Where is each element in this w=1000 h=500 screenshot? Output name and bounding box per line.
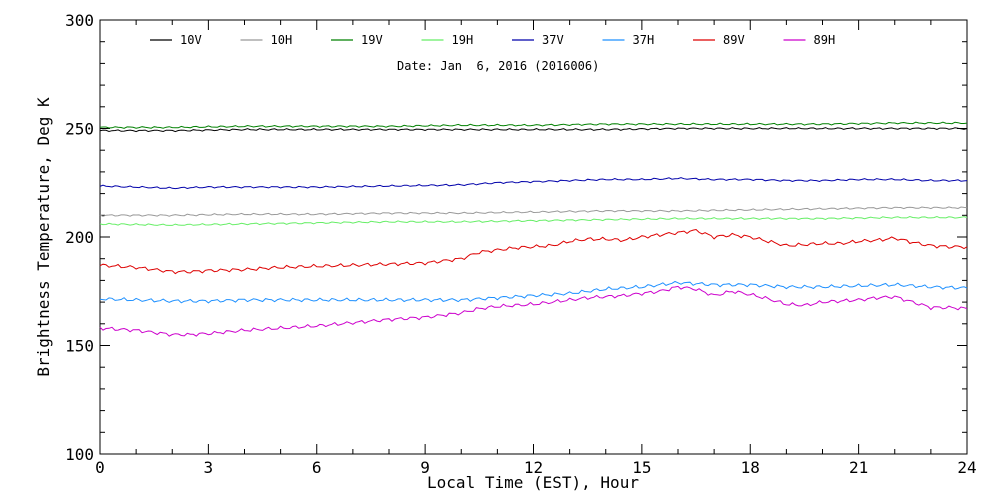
- y-tick-label: 100: [65, 445, 94, 464]
- series-line-89h: [99, 285, 968, 337]
- legend-label-10v: 10V: [180, 33, 202, 47]
- y-axis-label: Brightness Temperature, Deg K: [34, 97, 53, 377]
- series-line-89v: [99, 228, 968, 275]
- x-tick-label: 6: [312, 458, 322, 477]
- series-line-10h: [99, 206, 968, 217]
- legend: 10V 10H 19V 19H 37V 37H 89V 89H: [150, 33, 835, 47]
- series-line-19v: [99, 121, 968, 129]
- x-tick-label: 18: [741, 458, 760, 477]
- series-line-37h: [99, 280, 968, 304]
- series-line-19h: [99, 215, 968, 226]
- legend-label-89h: 89H: [814, 33, 836, 47]
- legend-label-37v: 37V: [542, 33, 564, 47]
- series-line-37v: [99, 177, 968, 190]
- axis-ticks: 0 3 6 9 12 15 18 21 24 100 150 200 250 300: [65, 11, 977, 477]
- y-tick-label: 200: [65, 228, 94, 247]
- y-tick-label: 250: [65, 120, 94, 139]
- x-tick-label: 24: [957, 458, 976, 477]
- x-tick-label: 3: [204, 458, 214, 477]
- y-tick-label: 150: [65, 337, 94, 356]
- legend-label-89v: 89V: [723, 33, 745, 47]
- legend-label-37h: 37H: [633, 33, 655, 47]
- x-tick-label: 21: [849, 458, 868, 477]
- series-layer: [99, 121, 968, 337]
- legend-label-10h: 10H: [271, 33, 293, 47]
- legend-label-19h: 19H: [452, 33, 474, 47]
- x-tick-label: 12: [524, 458, 543, 477]
- legend-label-19v: 19V: [361, 33, 383, 47]
- x-tick-label: 15: [632, 458, 651, 477]
- x-axis-label: Local Time (EST), Hour: [427, 473, 639, 492]
- series-line-10v: [99, 127, 968, 133]
- plot-frame: [99, 19, 968, 455]
- x-tick-label: 0: [95, 458, 105, 477]
- x-tick-label: 9: [420, 458, 430, 477]
- date-annotation: Date: Jan 6, 2016 (2016006): [397, 59, 599, 73]
- y-tick-label: 300: [65, 11, 94, 30]
